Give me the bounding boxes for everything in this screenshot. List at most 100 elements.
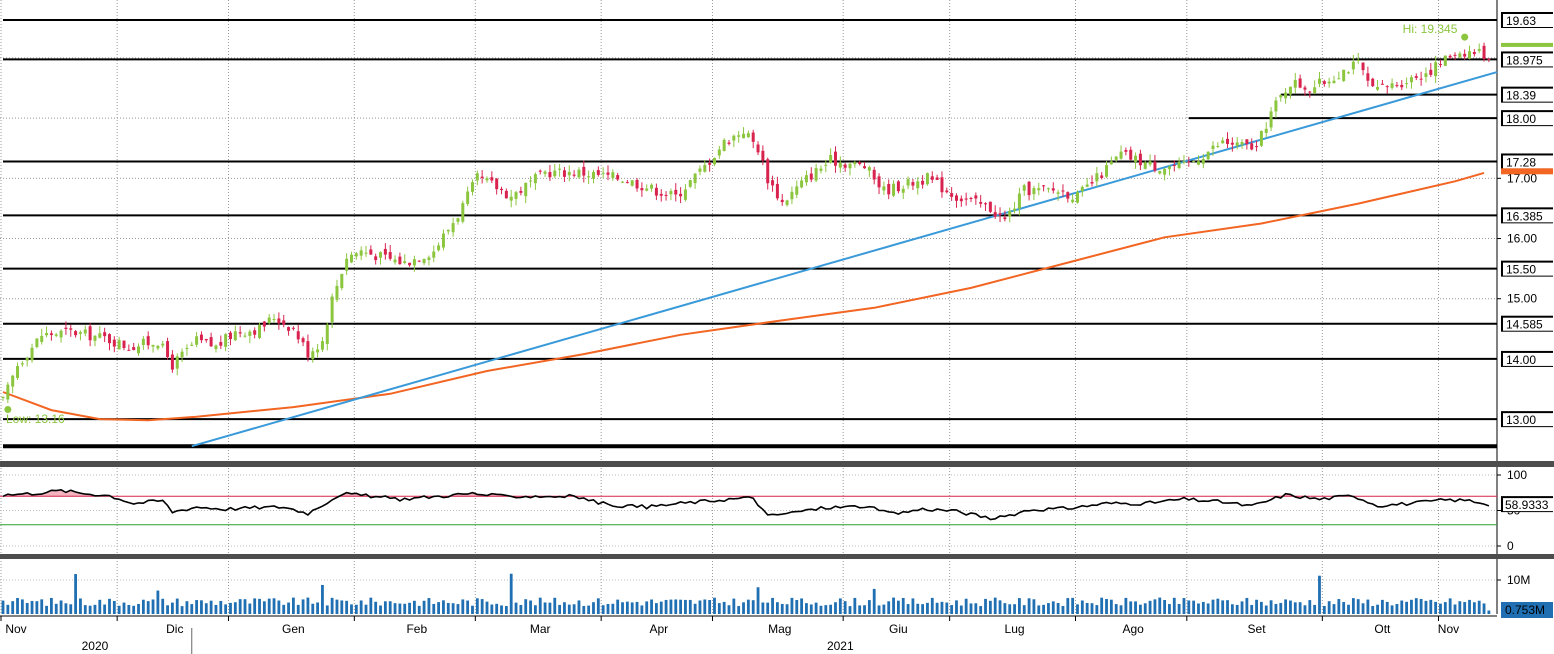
candle xyxy=(262,320,266,332)
volume-bar xyxy=(1361,603,1365,614)
candle xyxy=(1105,160,1109,179)
volume-bar xyxy=(306,597,310,614)
volume-bar xyxy=(262,601,266,614)
price-tick-label: 15.00 xyxy=(1507,292,1537,306)
candle xyxy=(461,200,465,224)
candle-body xyxy=(1100,175,1104,178)
price-tag-box xyxy=(1503,317,1554,331)
candle xyxy=(611,169,615,181)
candle xyxy=(1109,156,1113,165)
candle-body xyxy=(122,340,126,349)
volume-bar xyxy=(1366,599,1370,614)
candle-body xyxy=(451,223,455,233)
volume-bar xyxy=(461,599,465,614)
candle-body xyxy=(228,332,232,340)
price-tag-label: 15.50 xyxy=(1506,263,1536,277)
candle xyxy=(1356,52,1360,64)
candle-body xyxy=(316,349,320,353)
candle-body xyxy=(562,170,566,177)
volume-bar xyxy=(587,605,591,614)
candle-body xyxy=(1158,171,1162,174)
candle-body xyxy=(180,351,184,358)
volume-bar xyxy=(1168,604,1171,614)
candle-body xyxy=(132,347,136,351)
candle-body xyxy=(1424,73,1428,77)
volume-bar xyxy=(1472,602,1476,614)
candle-body xyxy=(151,344,155,347)
candle-body xyxy=(1274,100,1278,112)
candle xyxy=(1240,139,1244,149)
candle-body xyxy=(1405,83,1409,85)
candle xyxy=(1400,80,1404,91)
candle xyxy=(93,335,97,347)
volume-bar xyxy=(1013,604,1016,614)
volume-tick-label: 10M xyxy=(1507,573,1530,587)
candle-body xyxy=(461,203,465,222)
price-tag-label: 18.975 xyxy=(1506,53,1543,67)
volume-bar xyxy=(1163,600,1166,614)
candle xyxy=(964,192,968,206)
candle xyxy=(141,336,145,350)
candle xyxy=(335,279,339,302)
candle xyxy=(1119,145,1123,160)
volume-bar xyxy=(679,599,682,614)
candle xyxy=(1187,156,1191,167)
candle xyxy=(1414,73,1418,81)
candle xyxy=(538,169,542,175)
volume-bar xyxy=(379,605,382,614)
candle-body xyxy=(383,248,387,255)
candle xyxy=(640,182,644,197)
volume-bar xyxy=(1216,598,1220,614)
candle-body xyxy=(393,259,397,263)
candle xyxy=(746,130,750,138)
candle-body xyxy=(838,162,842,168)
candle-body xyxy=(601,172,605,174)
volume-bar xyxy=(664,599,668,614)
candle-body xyxy=(485,178,489,181)
candle xyxy=(224,333,228,352)
candle xyxy=(1351,55,1355,75)
candle-body xyxy=(940,177,944,193)
volume-bar xyxy=(296,604,300,614)
candle xyxy=(325,322,329,351)
volume-bar xyxy=(693,603,697,614)
volume-bar xyxy=(1022,605,1026,614)
candle-body xyxy=(950,193,954,197)
volume-bar xyxy=(1061,605,1065,614)
candle xyxy=(1385,85,1389,94)
candle xyxy=(209,332,213,348)
volume-bar xyxy=(340,600,344,614)
volume-bar xyxy=(945,602,949,614)
candle-body xyxy=(1356,59,1360,61)
candle xyxy=(74,329,78,338)
candle-body xyxy=(800,180,804,188)
volume-bar xyxy=(993,597,997,614)
volume-tag-bg xyxy=(1501,602,1553,618)
volume-bar xyxy=(1443,602,1447,614)
candle xyxy=(717,145,721,159)
candle xyxy=(1342,69,1346,83)
candle-body xyxy=(858,162,862,165)
candle xyxy=(1013,201,1017,214)
price-tag-label: 19.63 xyxy=(1506,14,1536,28)
volume-bar xyxy=(1356,599,1360,614)
volume-bar xyxy=(543,602,547,614)
candle xyxy=(867,165,871,178)
candle xyxy=(809,167,813,183)
volume-bar xyxy=(200,600,203,614)
volume-bar xyxy=(233,602,237,614)
volume-bar xyxy=(858,605,862,614)
candle xyxy=(1405,77,1409,89)
volume-bar xyxy=(838,598,842,614)
candle xyxy=(248,329,252,344)
candle-body xyxy=(1284,92,1288,99)
candle xyxy=(16,362,20,380)
candle-body xyxy=(330,296,334,323)
volume-bar xyxy=(926,602,929,614)
candle xyxy=(785,199,789,207)
volume-bar xyxy=(601,605,605,614)
volume-bar xyxy=(64,603,68,614)
candle xyxy=(679,187,683,204)
candle xyxy=(732,134,736,148)
candle xyxy=(103,327,107,343)
